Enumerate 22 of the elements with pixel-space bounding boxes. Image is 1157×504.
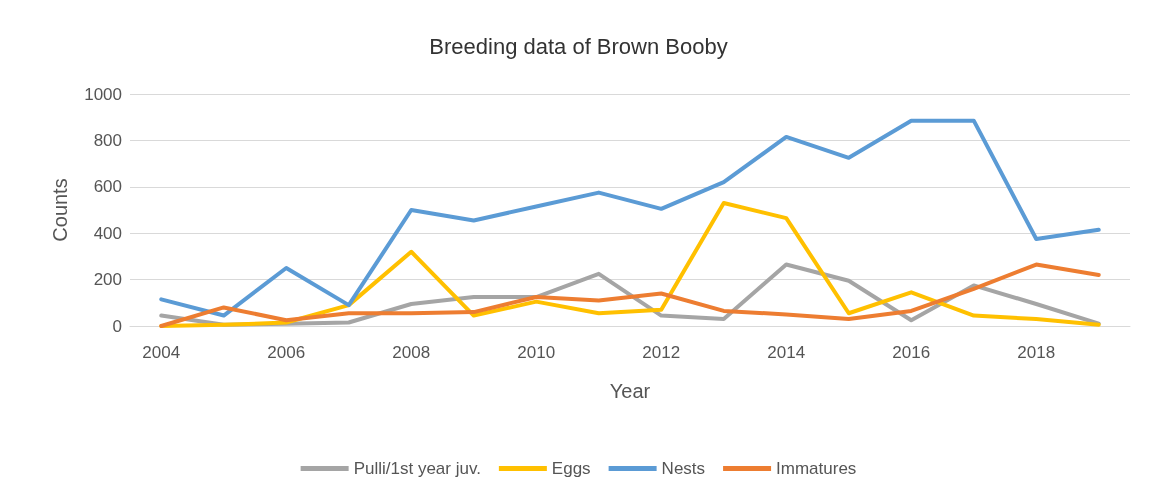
- x-axis-title: Year: [609, 380, 651, 402]
- x-tick-label: 2004: [142, 343, 181, 362]
- legend-label: Nests: [661, 459, 706, 478]
- y-tick-label: 600: [93, 177, 122, 197]
- y-tick-label: 400: [93, 223, 122, 243]
- legend-label: Eggs: [551, 459, 591, 478]
- y-axis-title: Counts: [49, 178, 71, 242]
- x-tick-label: 2016: [892, 343, 931, 362]
- x-tick-label: 2006: [267, 343, 306, 362]
- y-tick-label: 200: [93, 270, 122, 290]
- legend-label: Immatures: [776, 459, 857, 478]
- y-tick-label: 0: [112, 316, 122, 336]
- chart-title: Breeding data of Brown Booby: [429, 33, 728, 59]
- x-tick-label: 2018: [1017, 343, 1056, 362]
- legend-label: Pulli/1st year juv.: [353, 459, 481, 478]
- y-tick-label: 800: [93, 130, 122, 150]
- y-tick-label: 1000: [84, 84, 122, 104]
- x-tick-label: 2010: [517, 343, 556, 362]
- x-tick-label: 2008: [392, 343, 431, 362]
- x-tick-label: 2012: [642, 343, 681, 362]
- x-tick-label: 2014: [767, 343, 806, 362]
- line-series: [159, 118, 1101, 318]
